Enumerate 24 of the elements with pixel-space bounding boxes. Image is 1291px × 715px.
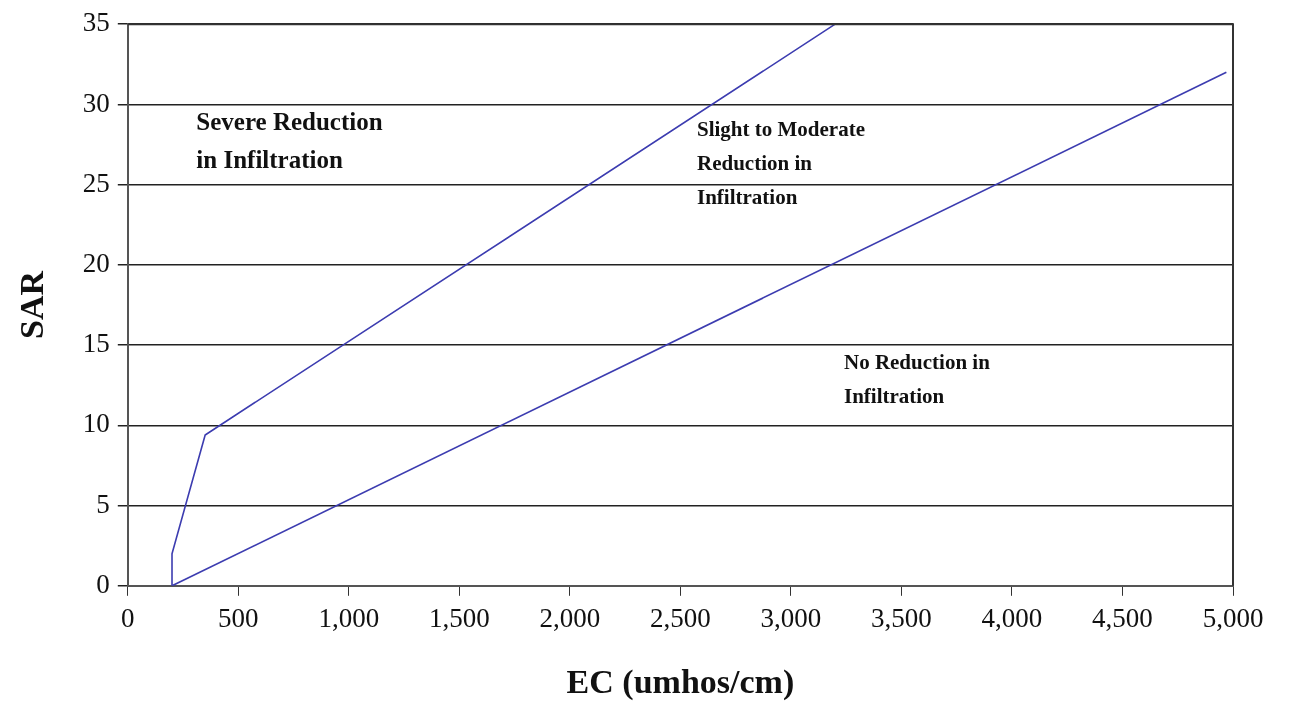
y-tick-label: 20 [82, 247, 110, 278]
x-tick-label: 3,000 [760, 603, 822, 634]
y-tick-label: 10 [82, 408, 110, 439]
y-tick-label: 0 [96, 568, 110, 599]
x-tick-label: 1,500 [428, 603, 490, 634]
x-tick-label: 4,000 [981, 603, 1043, 634]
y-tick-label: 35 [82, 7, 110, 38]
x-tick-label: 4,500 [1092, 603, 1153, 634]
y-axis-title: SAR [13, 270, 51, 340]
x-tick-label: 1,000 [318, 603, 380, 634]
x-tick-label: 3,500 [871, 603, 932, 634]
annotation: No Reduction in Infiltration [843, 349, 991, 408]
y-tick-label: 30 [82, 87, 110, 118]
x-tick-label: 2,000 [539, 603, 601, 634]
y-tick-label: 15 [82, 328, 110, 359]
annotation: Slight to Moderate Reduction in Infiltration [696, 116, 865, 209]
x-tick-label: 500 [218, 603, 259, 634]
y-tick-label: 5 [96, 488, 110, 519]
y-tick-label: 25 [82, 167, 110, 198]
x-axis-title: EC (umhos/cm) [566, 663, 795, 702]
annotation: Severe Reduction in Infiltration [196, 108, 383, 174]
x-tick-label: 5,000 [1202, 603, 1264, 634]
x-tick-label: 2,500 [650, 603, 711, 634]
x-tick-label: 0 [121, 603, 135, 634]
